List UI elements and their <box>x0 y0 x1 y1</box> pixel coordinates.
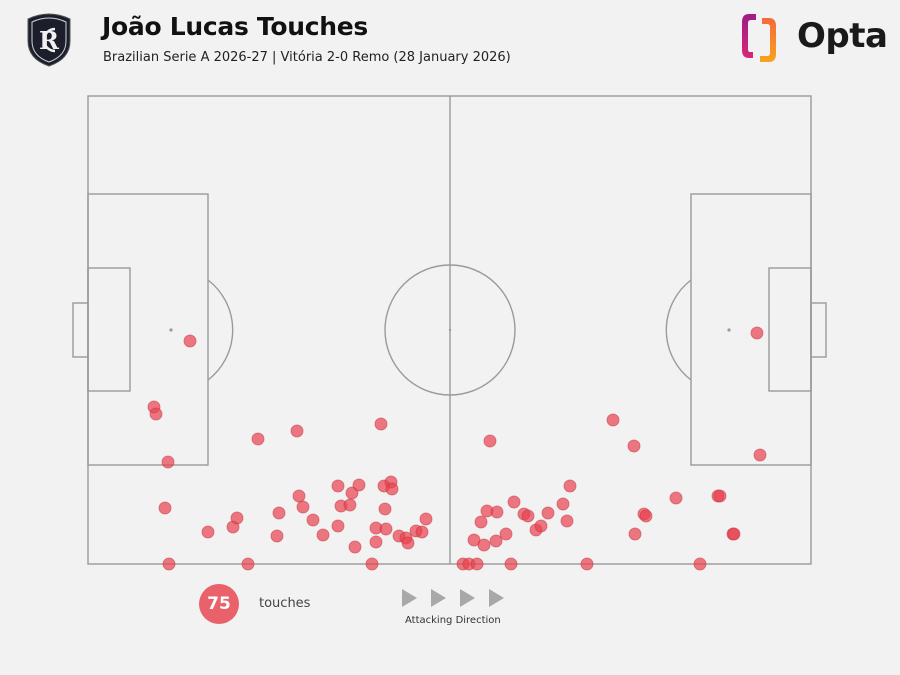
pitch-lines <box>72 95 827 565</box>
triangle-right-icon <box>460 589 475 607</box>
touch-dot <box>290 424 304 438</box>
touch-dot <box>401 536 415 550</box>
touch-dot <box>292 489 306 503</box>
touch-dot <box>201 525 215 539</box>
touch-dot <box>580 557 594 571</box>
triangle-right-icon <box>489 589 504 607</box>
svg-text:R: R <box>39 26 60 55</box>
touch-dot <box>378 502 392 516</box>
touch-dot <box>352 478 366 492</box>
touch-dot <box>606 413 620 427</box>
touch-dot <box>348 540 362 554</box>
touch-dot <box>251 432 265 446</box>
touch-dot <box>507 495 521 509</box>
touch-dot <box>713 489 727 503</box>
touch-dot <box>306 513 320 527</box>
triangle-right-icon <box>431 589 446 607</box>
touch-dot <box>477 538 491 552</box>
touch-dot <box>230 511 244 525</box>
triangle-right-icon <box>402 589 417 607</box>
touch-dot <box>365 557 379 571</box>
touch-dot <box>504 557 518 571</box>
opta-mark-icon <box>742 14 776 62</box>
touch-dot <box>521 509 535 523</box>
touch-dot <box>149 407 163 421</box>
touch-dot <box>628 527 642 541</box>
touch-dot <box>534 519 548 533</box>
touch-dot <box>470 557 484 571</box>
touch-dot <box>415 525 429 539</box>
touch-dot <box>161 455 175 469</box>
touch-dot <box>489 534 503 548</box>
touch-dot <box>693 557 707 571</box>
touch-dot <box>541 506 555 520</box>
attacking-direction-arrows <box>402 589 504 607</box>
page-title: João Lucas Touches <box>102 12 368 41</box>
touch-dots <box>147 326 767 571</box>
touch-count-label: touches <box>259 596 311 611</box>
touch-dot <box>727 527 741 541</box>
attacking-direction-label: Attacking Direction <box>405 615 501 626</box>
touch-dot <box>331 479 345 493</box>
touch-dot <box>499 527 513 541</box>
touch-dot <box>272 506 286 520</box>
touch-dot <box>241 557 255 571</box>
touch-dot <box>490 505 504 519</box>
touch-dot <box>296 500 310 514</box>
touch-dot <box>385 482 399 496</box>
touch-dot <box>627 439 641 453</box>
touch-dot <box>556 497 570 511</box>
touch-dot <box>183 334 197 348</box>
touch-dot <box>379 522 393 536</box>
touch-count-badge: 75 <box>199 584 239 624</box>
touch-dot <box>374 417 388 431</box>
touch-dot <box>419 512 433 526</box>
touch-dot <box>270 529 284 543</box>
touch-dot <box>563 479 577 493</box>
touch-dot <box>474 515 488 529</box>
touch-dot <box>158 501 172 515</box>
touch-dot <box>639 509 653 523</box>
touch-dot <box>753 448 767 462</box>
touch-dot <box>669 491 683 505</box>
opta-brand-name: Opta <box>797 16 888 56</box>
remo-crest-icon: R <box>27 13 71 67</box>
touch-dot <box>162 557 176 571</box>
touch-dot <box>343 498 357 512</box>
match-subtitle: Brazilian Serie A 2026-27 | Vitória 2-0 … <box>103 50 511 65</box>
touch-dot <box>750 326 764 340</box>
touch-dot <box>560 514 574 528</box>
touch-dot <box>369 535 383 549</box>
touch-dot <box>316 528 330 542</box>
touch-dot <box>483 434 497 448</box>
touch-dot <box>331 519 345 533</box>
